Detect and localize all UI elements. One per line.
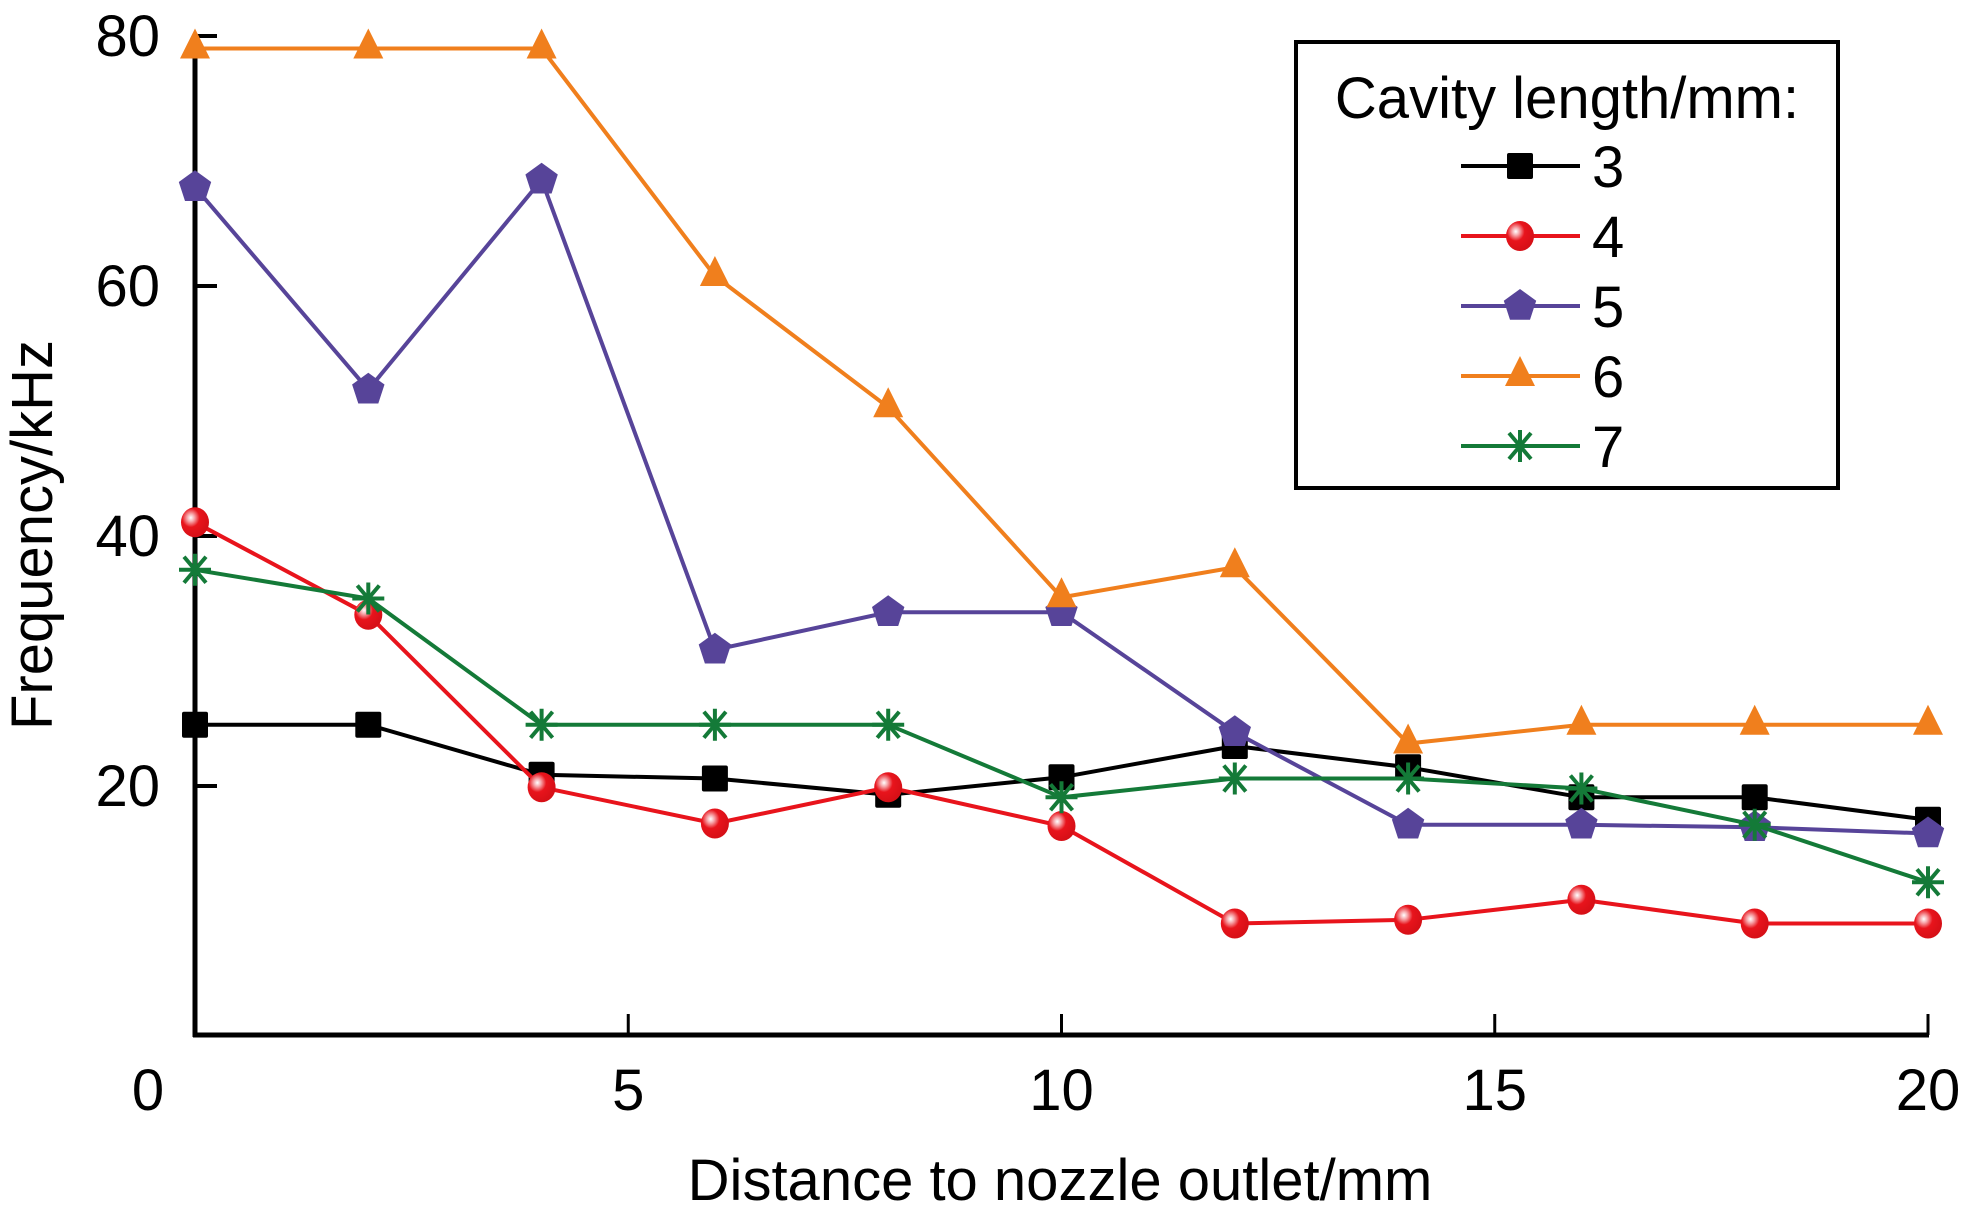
legend-entry-5: 5 xyxy=(1461,275,1624,340)
data-point-6-5 xyxy=(1046,577,1077,608)
data-point-4-9 xyxy=(1740,908,1769,939)
legend-label: 3 xyxy=(1592,135,1624,200)
series-7 xyxy=(179,553,1944,899)
x-tick-label: 15 xyxy=(1462,1058,1527,1123)
data-point-4-8 xyxy=(1567,884,1596,915)
legend-entry-4: 4 xyxy=(1461,205,1624,270)
data-point-4-10 xyxy=(1914,908,1942,939)
x-tick-label: 5 xyxy=(612,1058,644,1123)
data-point-4-4 xyxy=(874,772,903,803)
data-point-7-10 xyxy=(1912,866,1944,899)
data-point-7-7 xyxy=(1392,762,1425,795)
data-point-6-8 xyxy=(1566,704,1597,735)
data-point-4-5 xyxy=(1047,811,1076,841)
data-point-7-5 xyxy=(1045,781,1078,814)
data-point-6-10 xyxy=(1913,704,1943,735)
data-point-7-9 xyxy=(1738,808,1771,841)
y-tick-label: 80 xyxy=(95,4,160,69)
legend-marker-7 xyxy=(1504,430,1536,462)
data-point-6-2 xyxy=(526,28,557,59)
data-point-6-1 xyxy=(353,28,384,59)
x-tick-label: 0 xyxy=(132,1058,164,1123)
data-point-6-6 xyxy=(1219,547,1250,578)
data-point-4-0 xyxy=(181,507,209,538)
data-point-3-0 xyxy=(182,711,208,738)
series-layer xyxy=(178,28,1945,939)
legend-title: Cavity length/mm: xyxy=(1335,66,1799,131)
data-point-7-1 xyxy=(352,582,385,615)
data-point-7-3 xyxy=(698,708,731,741)
legend-marker-5 xyxy=(1503,289,1537,320)
y-tick-label: 60 xyxy=(95,254,160,319)
x-ticks: 0 5 10 15 20 xyxy=(132,1014,1960,1123)
legend-label: 5 xyxy=(1592,275,1624,340)
data-point-6-0 xyxy=(180,28,210,59)
legend-entry-6: 6 xyxy=(1461,345,1624,410)
data-point-5-10 xyxy=(1911,816,1945,848)
x-tick-label: 20 xyxy=(1896,1058,1961,1123)
x-tick-label: 10 xyxy=(1029,1058,1094,1123)
data-point-5-8 xyxy=(1565,807,1598,839)
data-point-5-6 xyxy=(1218,715,1251,746)
legend-entry-7: 7 xyxy=(1461,415,1624,480)
data-point-6-3 xyxy=(699,256,730,286)
legend-label: 6 xyxy=(1592,345,1624,410)
data-point-4-7 xyxy=(1394,904,1423,935)
data-point-7-4 xyxy=(872,708,905,741)
data-point-5-4 xyxy=(872,595,905,626)
data-point-5-7 xyxy=(1391,807,1425,839)
legend-box xyxy=(1294,40,1840,490)
data-point-7-0 xyxy=(179,553,211,586)
legend-entry-3: 3 xyxy=(1461,135,1624,200)
data-point-7-6 xyxy=(1218,762,1251,795)
legend-label: 7 xyxy=(1592,415,1624,480)
data-point-5-2 xyxy=(525,162,558,194)
data-point-6-7 xyxy=(1393,723,1424,754)
data-point-5-3 xyxy=(698,632,732,664)
legend-marker-4 xyxy=(1506,221,1534,251)
data-point-3-5 xyxy=(1048,764,1075,791)
data-point-4-3 xyxy=(700,808,729,839)
legend-marker-6 xyxy=(1505,356,1535,386)
y-ticks: 20 40 60 80 xyxy=(95,4,217,819)
y-tick-label: 20 xyxy=(95,754,160,819)
legend-label: 4 xyxy=(1592,205,1624,270)
data-point-6-9 xyxy=(1739,704,1770,735)
x-axis-title: Distance to nozzle outlet/mm xyxy=(688,1148,1433,1213)
data-point-6-4 xyxy=(873,387,904,418)
series-6 xyxy=(180,28,1943,754)
data-point-3-3 xyxy=(701,765,728,792)
data-point-4-2 xyxy=(527,772,556,803)
series-4 xyxy=(181,507,1942,939)
data-point-4-6 xyxy=(1220,908,1249,939)
data-point-5-0 xyxy=(178,170,212,201)
data-point-3-9 xyxy=(1741,784,1768,811)
y-axis-title: Frequency/kHz xyxy=(0,340,65,730)
legend-marker-3 xyxy=(1507,153,1533,179)
data-point-5-1 xyxy=(352,372,385,404)
y-tick-label: 40 xyxy=(95,504,160,569)
data-point-3-1 xyxy=(355,711,382,738)
data-point-7-2 xyxy=(525,708,558,741)
data-point-7-8 xyxy=(1565,772,1598,805)
